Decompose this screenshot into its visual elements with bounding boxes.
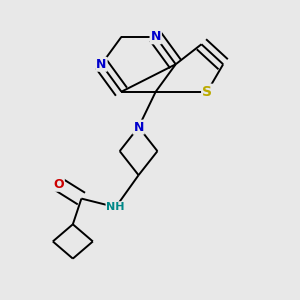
Text: S: S — [202, 85, 212, 99]
Text: NH: NH — [106, 202, 125, 212]
Text: N: N — [96, 58, 106, 71]
Text: N: N — [134, 121, 144, 134]
Text: N: N — [151, 30, 161, 43]
Text: O: O — [53, 178, 64, 191]
